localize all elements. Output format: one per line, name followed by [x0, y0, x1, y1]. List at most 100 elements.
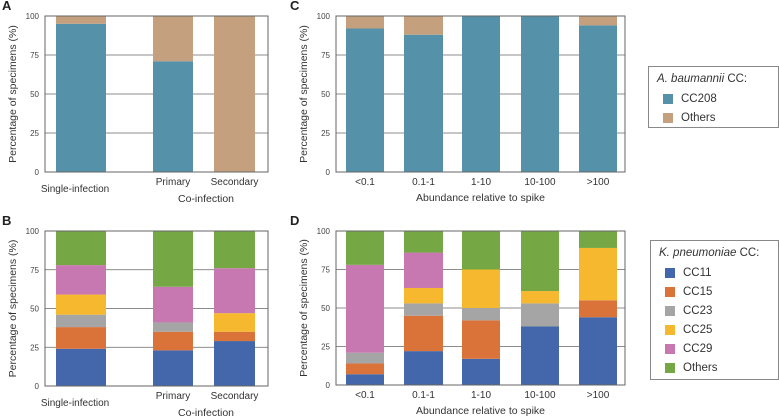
legend-item-cc29: CC29 [659, 339, 770, 358]
y-tick-label: 75 [321, 51, 330, 60]
bar-segment-cc15 [346, 363, 384, 375]
plot-frame [44, 230, 269, 387]
bar-segment-cc23 [56, 314, 106, 328]
legend-title: A. baumannii CC: [657, 73, 748, 85]
bar-segment-cc11 [214, 341, 255, 386]
bar-segment-cc208 [521, 16, 559, 172]
y-tick-label: 75 [321, 266, 330, 275]
bar-segment-cc11 [56, 348, 106, 386]
legend-item-cc23: CC23 [659, 301, 770, 320]
x-tick-label: <0.1 [355, 390, 375, 401]
plot-frame [335, 230, 626, 386]
legend-item-cc208: CC208 [657, 89, 770, 108]
bar-segment-cc29 [404, 252, 443, 288]
y-tick-label: 50 [30, 90, 39, 99]
y-axis-label: Percentage of specimens (%) [298, 25, 310, 163]
bar-segment-cc208 [462, 16, 500, 172]
x-tick-label: Single-infection [41, 184, 109, 195]
plot-frame [44, 15, 269, 173]
y-axis-label: Percentage of specimens (%) [7, 25, 19, 163]
bar-segment-cc15 [153, 331, 193, 351]
x-tick-label: 1-10 [471, 390, 491, 401]
bar-segment-others [579, 231, 617, 248]
x-tick-label: Single-infection [41, 398, 109, 409]
bar-segment-others [404, 231, 443, 253]
y-tick-label: 25 [30, 129, 39, 138]
bar-segment-cc25 [579, 247, 617, 301]
y-tick-label: 50 [321, 90, 330, 99]
x-axis-label: Abundance relative to spike [416, 405, 545, 417]
y-tick-label: 25 [321, 129, 330, 138]
bar-segment-others [214, 16, 255, 172]
bar-segment-others [404, 16, 443, 35]
bar-segment-cc23 [346, 352, 384, 364]
bar-segment-cc25 [521, 291, 559, 304]
y-tick-label: 100 [317, 227, 331, 236]
y-tick-label: 0 [326, 381, 331, 390]
bar-segment-others [214, 231, 255, 269]
y-axis-label: Percentage of specimens (%) [7, 240, 19, 378]
bar-segment-cc29 [153, 286, 193, 323]
panel-letter: B [2, 213, 11, 228]
bar-segment-cc25 [214, 313, 255, 332]
bar-segment-others [579, 16, 617, 26]
bar-segment-cc208 [404, 34, 443, 172]
legend-swatch [665, 286, 675, 297]
bar-segment-cc11 [153, 350, 193, 386]
bar-segment-cc11 [346, 374, 384, 385]
legend-swatch [665, 343, 675, 354]
legend-swatch [665, 305, 675, 316]
y-tick-label: 100 [26, 12, 40, 21]
bar-segment-cc25 [56, 294, 106, 315]
legend-a-baumannii: A. baumannii CC: CC208 Others [648, 66, 779, 128]
bar-segment-cc23 [404, 303, 443, 316]
y-tick-label: 0 [326, 168, 331, 177]
y-tick-label: 25 [321, 343, 330, 352]
panel-letter: A [2, 0, 12, 13]
panel-letter: C [290, 0, 300, 13]
bar-segment-others [462, 231, 500, 270]
bar-segment-cc29 [56, 265, 106, 295]
x-group-label: Co-infection [178, 193, 234, 205]
x-tick-label: Primary [156, 177, 190, 188]
bar-segment-cc208 [346, 28, 384, 173]
x-tick-label: 0.1-1 [412, 390, 435, 401]
panel-letter: D [290, 213, 299, 228]
x-tick-label: >100 [587, 177, 610, 188]
bar-segment-cc25 [462, 269, 500, 308]
x-tick-label: Primary [156, 391, 190, 402]
x-tick-label: Secondary [211, 391, 259, 402]
legend-item-others: Others [659, 358, 770, 377]
plot-frame [335, 15, 626, 173]
legend-swatch [665, 362, 675, 373]
bar-segment-cc11 [579, 317, 617, 385]
bar-segment-cc23 [521, 303, 559, 327]
bar-segment-cc23 [462, 308, 500, 321]
legend-item-cc25: CC25 [659, 320, 770, 339]
y-axis-label: Percentage of specimens (%) [298, 239, 310, 377]
bar-segment-cc15 [404, 315, 443, 352]
x-tick-label: Secondary [211, 177, 259, 188]
bar-segment-cc15 [462, 320, 500, 359]
bar-segment-cc11 [404, 351, 443, 385]
bar-segment-cc15 [579, 300, 617, 318]
bar-segment-cc15 [214, 331, 255, 342]
legend-k-pneumoniae: K. pneumoniae CC: CC11 CC15 CC23 CC25 CC… [650, 240, 779, 380]
bar-segment-others [153, 16, 193, 62]
y-tick-label: 50 [321, 304, 330, 313]
x-tick-label: 0.1-1 [412, 177, 435, 188]
x-tick-label: 10-100 [524, 177, 556, 188]
x-tick-label: >100 [587, 390, 610, 401]
legend-swatch [665, 324, 675, 335]
bar-segment-cc29 [214, 268, 255, 314]
x-axis-label: Abundance relative to spike [416, 192, 545, 204]
legend-swatch [665, 267, 675, 278]
legend-swatch [663, 93, 673, 104]
bar-segment-cc208 [579, 25, 617, 172]
y-tick-label: 100 [26, 227, 40, 236]
legend-swatch [663, 112, 673, 123]
x-tick-label: 10-100 [524, 390, 556, 401]
bar-segment-others [346, 231, 384, 265]
bar-segment-cc208 [153, 61, 193, 172]
bar-segment-others [521, 231, 559, 292]
